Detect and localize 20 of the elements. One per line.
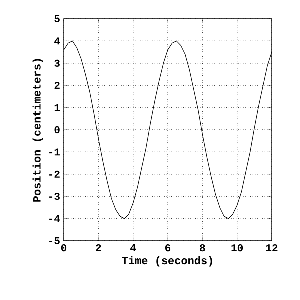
y-axis-title: Position (centimeters): [32, 59, 44, 202]
x-tick-label: 6: [165, 244, 171, 252]
x-tick-label: 4: [130, 244, 136, 252]
y-tick-label: -1: [50, 148, 60, 156]
x-axis-title: Time (seconds): [122, 256, 212, 267]
x-tick-label: 0: [61, 244, 67, 252]
x-tick-label: 8: [200, 244, 206, 252]
y-tick-label: -4: [50, 215, 60, 222]
y-tick-label: 3: [54, 60, 60, 67]
y-tick-label: 4: [54, 38, 60, 45]
x-tick-label: 10: [232, 244, 244, 252]
y-tick-label: 0: [54, 126, 60, 134]
x-tick-label: 12: [266, 244, 278, 252]
x-tick-label: 2: [96, 244, 102, 252]
y-tick-label: -3: [50, 193, 60, 200]
y-tick-label: 5: [54, 15, 60, 23]
y-tick-label: -5: [50, 237, 60, 245]
y-tick-label: -2: [50, 170, 60, 178]
y-tick-label: 2: [54, 82, 60, 90]
y-tick-label: 1: [54, 104, 60, 112]
